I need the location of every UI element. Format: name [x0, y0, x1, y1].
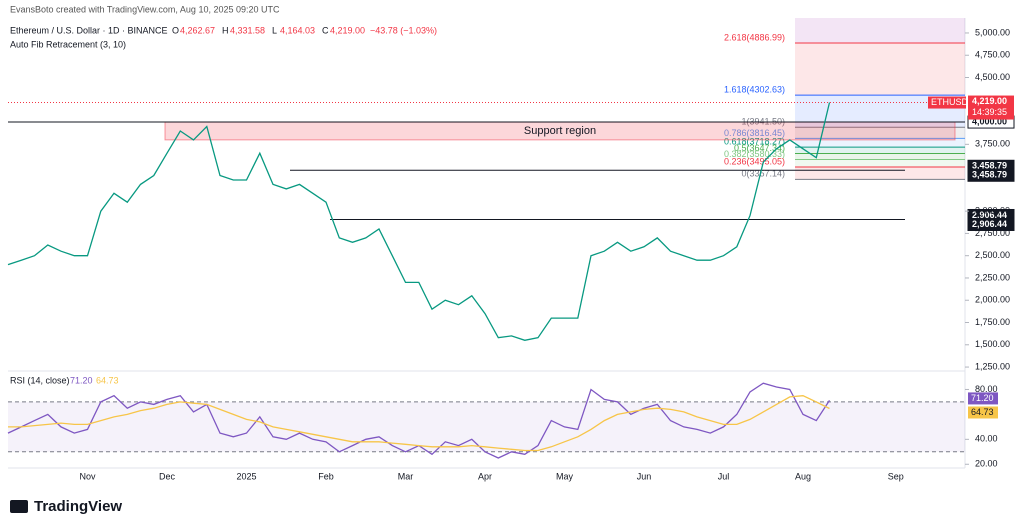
symbol-tag [928, 96, 966, 109]
ohlc-key: L [272, 25, 277, 35]
fib-label: 0.382(3580.33) [724, 149, 785, 159]
level-label: 3,458.79 [972, 170, 1007, 180]
y-tick-label: 4,750.00 [975, 50, 1010, 60]
rsi-band [8, 401, 965, 452]
ohlc-value: 4,219.00 [330, 25, 365, 35]
symbol: Ethereum / U.S. Dollar · 1D · BINANCE [10, 25, 168, 35]
fib-band [795, 18, 965, 44]
x-tick-label: Jul [718, 471, 730, 481]
countdown: 14:39:35 [972, 107, 1007, 117]
rsi-legend-value: 64.73 [96, 375, 119, 385]
y-tick-label: 4,500.00 [975, 72, 1010, 82]
y-tick-label: 80.00 [975, 384, 998, 394]
brand: TradingView [34, 498, 122, 515]
rsi-tag [968, 406, 998, 419]
x-tick-label: Dec [159, 471, 176, 481]
y-tick-label: 20.00 [975, 459, 998, 469]
y-tick-label: 2,000.00 [975, 295, 1010, 305]
y-tick-label: 3,750.00 [975, 139, 1010, 149]
level-label: 2,906.44 [972, 219, 1007, 229]
fib-band [795, 147, 965, 154]
ohlc-value: 4,262.67 [180, 25, 215, 35]
change: −43.78 (−1.03%) [370, 25, 437, 35]
x-tick-label: Aug [795, 471, 811, 481]
x-tick-label: Mar [398, 471, 414, 481]
fib-label: 0.5(3647.34) [734, 143, 785, 153]
fib-label: 0.236(3495.05) [724, 156, 785, 166]
x-tick-label: Apr [478, 471, 492, 481]
price-line [7, 102, 831, 341]
fib-label: 0.618(3718.27) [724, 137, 785, 147]
y-tick-label: 2,750.00 [975, 228, 1010, 238]
fib-band [795, 167, 965, 180]
y-tick-label: 3,000.00 [975, 206, 1010, 216]
fib-band [795, 159, 965, 168]
ohlc-key: O [172, 25, 179, 35]
y-tick-label: 1,250.00 [975, 361, 1010, 371]
ohlc-key: H [222, 25, 229, 35]
ohlc-value: 4,331.58 [230, 25, 265, 35]
level-tag [967, 217, 1015, 231]
level-tag [967, 168, 1015, 182]
fib-band [795, 138, 965, 148]
level-label: 2,906.44 [972, 210, 1007, 220]
fib-band [795, 153, 965, 160]
fib-band [795, 43, 965, 96]
y-tick-label: 1,500.00 [975, 339, 1010, 349]
rsi-legend-value: 71.20 [70, 375, 93, 385]
y-tick-label: 2,250.00 [975, 272, 1010, 282]
x-tick-label: 2025 [236, 471, 256, 481]
x-tick-label: Nov [79, 471, 96, 481]
rsi-tag-label: 64.73 [971, 407, 994, 417]
rsi-title: RSI (14, close) [10, 375, 70, 385]
level-label: 3,458.79 [972, 161, 1007, 171]
level-label: 4,000.00 [972, 116, 1007, 126]
x-tick-label: Feb [318, 471, 334, 481]
fib-label: 1.618(4302.63) [724, 84, 785, 94]
x-tick-label: May [556, 471, 574, 481]
y-tick-label: 1,750.00 [975, 317, 1010, 327]
x-tick-label: Sep [888, 471, 904, 481]
support-label: Support region [524, 125, 596, 137]
fib-band [795, 127, 965, 139]
fib-label: 0(3357.14) [741, 169, 785, 179]
logo: TradingView [10, 498, 122, 515]
y-tick-label: 5,000.00 [975, 27, 1010, 37]
last-label: 4,219.00 [972, 96, 1007, 106]
x-tick-label: Jun [637, 471, 652, 481]
symbol-name: ETHUSD [931, 97, 969, 107]
ohlc-key: C [322, 25, 329, 35]
rsi-line [8, 395, 830, 452]
attribution: EvansBoto created with TradingView.com, … [10, 4, 280, 14]
indicator: Auto Fib Retracement (3, 10) [10, 39, 126, 49]
rsi-tag-label: 71.20 [971, 393, 994, 403]
fib-label: 2.618(4886.99) [724, 32, 785, 42]
y-tick-label: 40.00 [975, 434, 998, 444]
fib-label: 0.786(3816.45) [724, 128, 785, 138]
last-tag [968, 95, 1014, 120]
ohlc-value: 4,164.03 [280, 25, 315, 35]
y-tick-label: 2,500.00 [975, 250, 1010, 260]
rsi-tag [968, 392, 998, 405]
